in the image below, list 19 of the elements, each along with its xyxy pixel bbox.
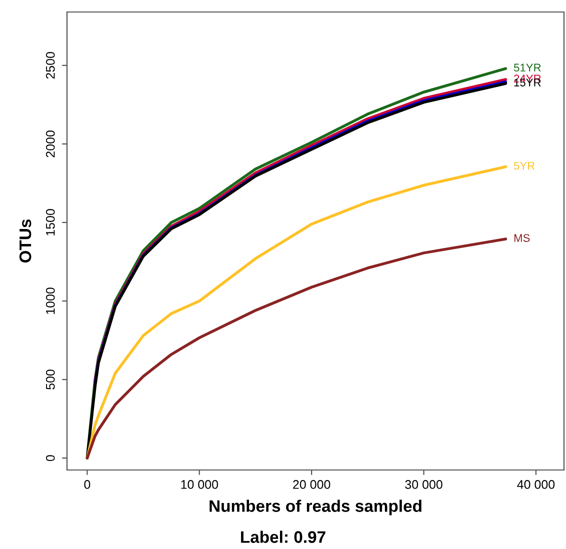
line-series [86, 165, 508, 460]
x-tick-label: 40 000 [517, 480, 555, 489]
y-tick-label: 500 [46, 370, 55, 390]
x-tick-label: 20 000 [293, 480, 330, 489]
x-tick-label: 30 000 [405, 480, 442, 489]
y-tick-label: 2500 [46, 52, 55, 79]
x-tick-label: 10 000 [181, 480, 218, 489]
text: Label: 0.97 [241, 530, 326, 543]
y-tick-label: 0 [46, 455, 55, 462]
y-tick-label: 2000 [46, 130, 55, 158]
y-tick-label: 1000 [46, 288, 55, 314]
series-label: MS [514, 234, 530, 242]
series-label: 51YR [514, 64, 541, 72]
y-axis-title: OTUs [19, 219, 32, 263]
x-tick-label: 0 [84, 480, 90, 489]
series-label: 5YR [514, 162, 535, 170]
line-series [86, 238, 508, 460]
y-tick-label: 1500 [46, 209, 55, 236]
x-axis-title: Numbers of reads sampled [210, 500, 422, 516]
